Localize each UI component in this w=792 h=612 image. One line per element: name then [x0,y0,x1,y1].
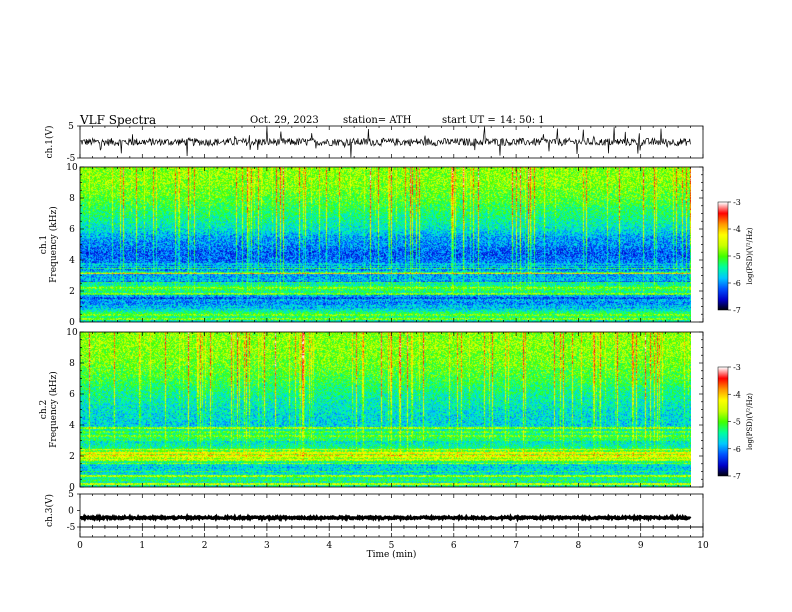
x-ticks [79,494,704,527]
ch1-spectrogram-ytick-label: 2 [69,287,75,297]
ch1-spectrogram-ytick-label: 6 [69,225,75,235]
start-ut-value: 14: 50: 1 [499,115,545,126]
ch2-spectrogram-ylabel-frequency: Frequency (kHz) [48,371,59,448]
ch2-spectrogram-colorbar-tick-label: -3 [733,363,741,372]
ch3-waveform-ylabel: ch.3(V) [44,494,55,527]
ch2-spectrogram-ylabel-channel: ch.2 [39,400,49,419]
x-axis-label: Time (min) [367,549,417,560]
ch3-waveform-ytick-label: 5 [68,490,74,500]
ch2-spectrogram-colorbar-tick-label: -6 [733,445,741,454]
station-label: station= ATH [343,115,412,126]
ch1-spectrogram-image [80,167,691,322]
ch1-spectrogram-ylabel-frequency: Frequency (kHz) [48,206,59,283]
ch1-waveform-ytick-label: -5 [67,154,76,164]
ch1-spectrogram-ylabel-channel: ch.1 [39,235,49,254]
ch3-waveform-frame [79,493,704,528]
ch1-spectrogram-ytick-label: 0 [69,318,75,328]
ch1-spectrogram-colorbar-tick-label: -7 [733,306,741,315]
ch1-waveform-ylabel: ch.1(V) [44,126,55,159]
ch2-spectrogram-colorbar [718,367,728,476]
ch1-waveform-trace [79,126,691,158]
ch1-spectrogram-colorbar [718,202,728,310]
x-tick-label: 10 [697,541,709,551]
ch1-spectrogram-ytick-label: 4 [69,256,75,266]
ch1-spectrogram-colorbar-tick-label: -6 [733,279,741,288]
ch2-spectrogram-ytick-label: 6 [69,390,75,400]
x-tick-label: 9 [638,541,644,551]
x-tick-label: 3 [264,541,270,551]
ch1-spectrogram-colorbar-tick-label: -3 [733,198,741,207]
ch2-spectrogram-image [80,332,691,487]
x-tick-label: 7 [513,541,519,551]
x-tick-label: 5 [389,541,395,551]
ch2-spectrogram-colorbar-tick-label: -4 [733,390,741,399]
ch1-spectrogram-colorbar-tick-label: -5 [733,252,741,261]
ch2-spectrogram-ytick-label: 4 [69,421,75,431]
ch2-spectrogram-colorbar-tick-label: -5 [733,418,741,427]
ch2-spectrogram-colorbar-label: log(PSD)(V²/Hz) [746,393,754,450]
x-tick-label: 0 [77,541,83,551]
x-ticks [79,332,704,487]
ch3-waveform-ytick-label: 0 [68,507,74,517]
start-ut-label: start UT = [442,115,496,126]
ch3-waveform-ytick-label: -5 [67,523,76,533]
x-tick-label: 6 [451,541,457,551]
x-tick-label: 2 [202,541,208,551]
x-ticks [79,527,704,537]
ch2-spectrogram-ytick-label: 8 [69,359,75,369]
x-tick-label: 1 [139,541,145,551]
ch1-waveform-ytick-label: 5 [68,122,74,132]
ch2-spectrogram-ytick-label: 2 [69,452,75,462]
ch1-spectrogram-ytick-label: 8 [69,194,75,204]
x-tick-label: 4 [326,541,332,551]
ch3-waveform-trace [79,512,692,523]
x-ticks [79,126,704,158]
ch2-spectrogram-colorbar-tick-label: -7 [733,472,741,481]
ch2-spectrogram-ytick-label: 10 [66,328,78,338]
ch1-spectrogram-colorbar-tick-label: -4 [733,225,741,234]
x-ticks [79,167,704,322]
x-tick-label: 8 [576,541,582,551]
date-label: Oct. 29, 2023 [250,115,319,126]
ch1-spectrogram-colorbar-label: log(PSD)(V²/Hz) [746,227,754,284]
ch1-spectrogram-ytick-label: 10 [66,163,78,173]
ch2-spectrogram-ytick-label: 0 [69,483,75,493]
figure-title: VLF Spectra [80,113,157,127]
start-time-label: start UT = 14: 50: 1 [438,115,545,126]
